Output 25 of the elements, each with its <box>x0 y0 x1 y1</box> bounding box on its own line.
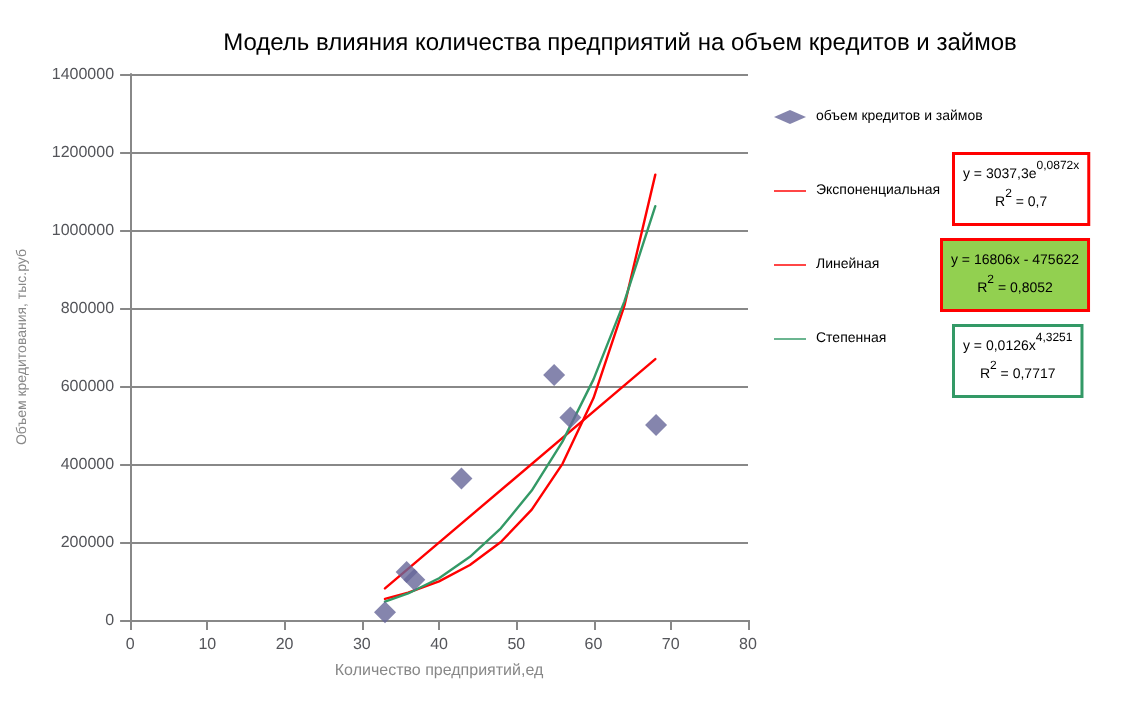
x-axis-title: Количество предприятий,ед <box>334 660 544 679</box>
y-tick-label: 1200000 <box>51 143 116 161</box>
x-tick-label: 60 <box>584 635 604 653</box>
x-tick-label: 0 <box>125 635 136 653</box>
point <box>645 414 668 436</box>
y-tick-label: 400000 <box>60 455 116 473</box>
y-tick-label: 200000 <box>60 533 116 551</box>
y-tick-label: 1000000 <box>51 221 116 239</box>
chart-title: Модель влияния количества предприятий на объем кредитов и займов <box>223 28 1017 56</box>
x-tick-label: 80 <box>739 635 758 653</box>
x-tick-label: 40 <box>430 635 450 653</box>
point <box>403 568 426 591</box>
point <box>543 364 566 387</box>
y-tick-label: 600000 <box>60 377 116 395</box>
y-tick-label: 0 <box>105 611 116 629</box>
x-tick-label: 70 <box>661 635 681 653</box>
x-tick-label: 20 <box>275 635 295 653</box>
x-tick-label: 50 <box>507 635 527 653</box>
point <box>559 406 582 429</box>
point <box>373 601 396 624</box>
y-tick-label: 1400000 <box>51 65 116 83</box>
y-tick-label: 800000 <box>60 299 116 317</box>
x-tick-label: 10 <box>198 635 218 653</box>
point <box>450 467 473 490</box>
x-tick-label: 30 <box>352 635 372 653</box>
